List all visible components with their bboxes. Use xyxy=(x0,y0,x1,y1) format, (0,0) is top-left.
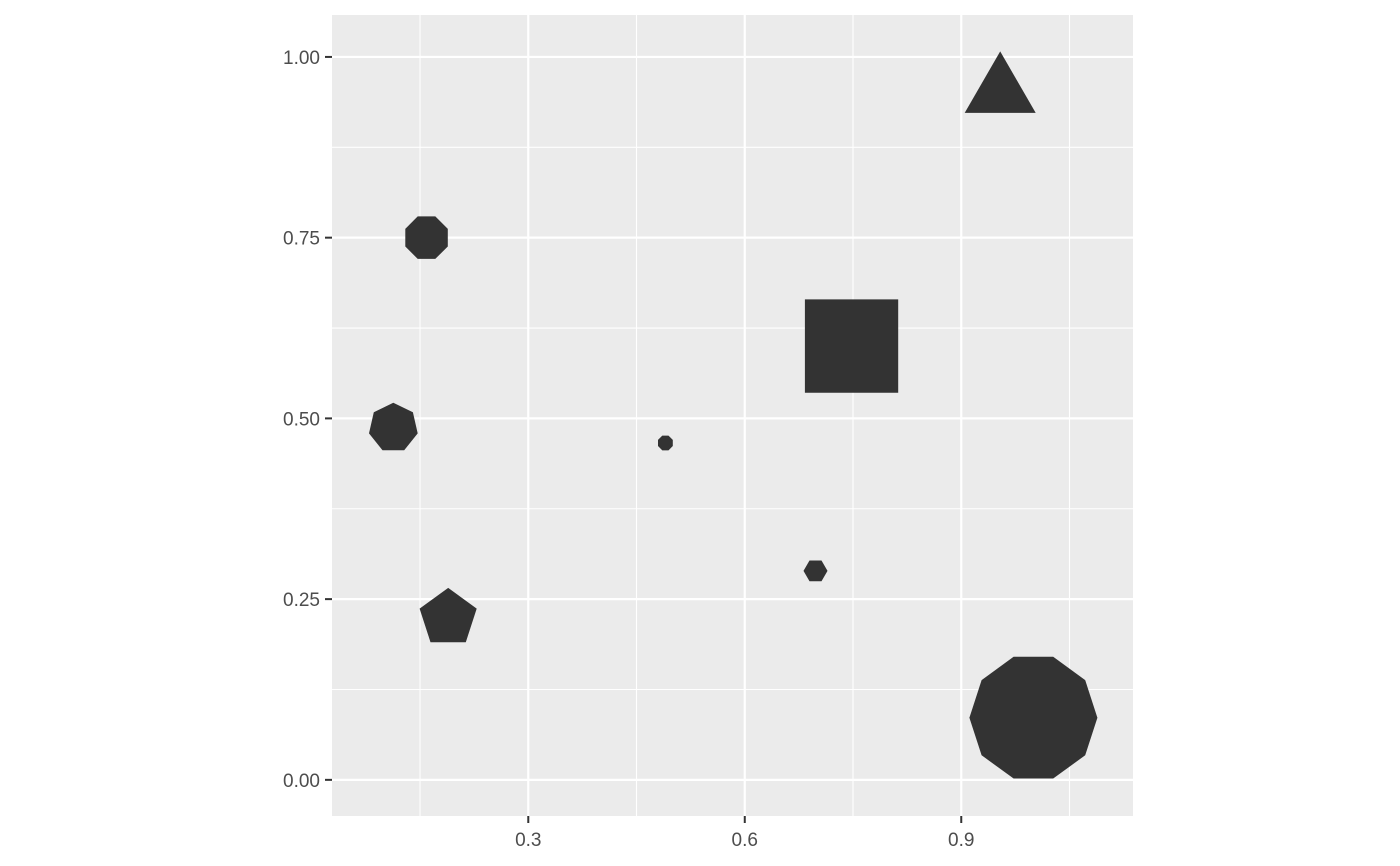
y-tick-label: 1.00 xyxy=(283,48,320,69)
point xyxy=(804,299,899,393)
y-tick-label: 0.00 xyxy=(283,771,320,792)
grid xyxy=(332,15,1133,816)
point xyxy=(369,402,418,451)
point xyxy=(419,587,477,643)
point xyxy=(803,560,828,582)
y-tick-label: 0.25 xyxy=(283,590,320,611)
x-tick-label: 0.6 xyxy=(732,830,758,851)
y-tick-label: 0.75 xyxy=(283,229,320,250)
y-tick-label: 0.50 xyxy=(283,409,320,430)
marks xyxy=(369,51,1098,779)
point xyxy=(969,656,1098,779)
x-tick-label: 0.9 xyxy=(948,830,974,851)
x-tick-label: 0.3 xyxy=(515,830,541,851)
point xyxy=(964,51,1036,113)
point xyxy=(658,435,673,451)
point xyxy=(405,216,448,259)
